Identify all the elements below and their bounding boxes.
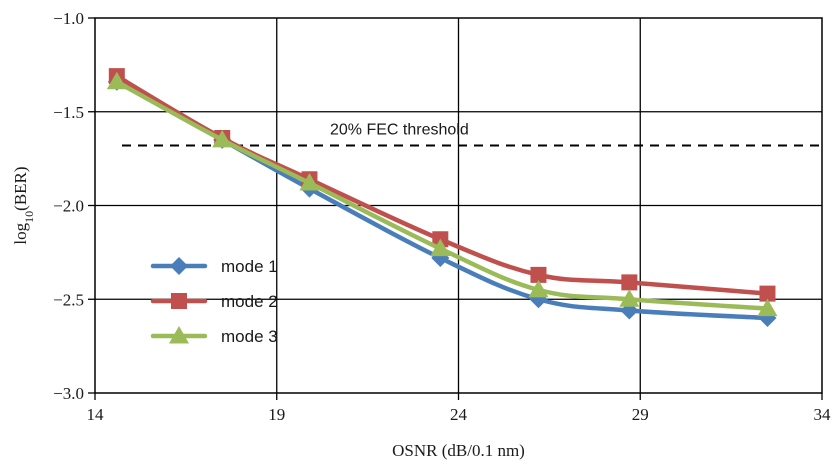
x-tick-label: 19: [268, 405, 285, 424]
data-point: [757, 298, 778, 317]
legend-item: mode 1: [150, 257, 278, 276]
x-ticks: 14 19 24 29 34: [87, 393, 831, 424]
series-mode-3: [106, 71, 778, 317]
data-point: [759, 285, 776, 302]
legend-swatch-marker: [169, 326, 189, 344]
data-point: [619, 289, 640, 307]
data-point: [106, 71, 127, 90]
legend-label: mode 2: [221, 292, 278, 311]
y-ticks: −1.0 −1.5 −2.0 −2.5 −3.0: [53, 9, 95, 403]
y-tick-label: −1.5: [53, 103, 84, 122]
legend-label: mode 3: [221, 327, 278, 346]
x-axis-label: OSNR (dB/0.1 nm): [392, 441, 525, 460]
data-point: [621, 274, 638, 291]
series-line: [114, 79, 770, 311]
legend-swatch-marker: [170, 257, 188, 275]
y-axis-label-suffix: (BER): [11, 166, 30, 210]
data-point: [430, 238, 451, 257]
y-tick-label: −2.5: [53, 290, 84, 309]
y-tick-label: −1.0: [53, 9, 84, 28]
legend-label: mode 1: [221, 257, 278, 276]
legend-swatch-marker: [171, 293, 187, 309]
data-point: [212, 129, 233, 148]
fec-threshold-label: 20% FEC threshold: [330, 122, 469, 139]
series-mode-2: [108, 68, 776, 302]
series-mode-1: [107, 72, 777, 327]
y-tick-label: −2.0: [53, 197, 84, 216]
x-tick-label: 24: [450, 405, 468, 424]
legend-item: mode 2: [150, 292, 278, 311]
legend-item: mode 3: [150, 326, 278, 346]
y-axis-label-subscript: 10: [22, 211, 36, 223]
legend: mode 1 mode 2 mode 3: [150, 257, 278, 346]
y-tick-label: −3.0: [53, 384, 84, 403]
data-point: [299, 173, 320, 191]
data-point: [528, 279, 549, 298]
y-axis-label-prefix: log: [11, 222, 30, 244]
grid: [95, 18, 822, 393]
y-axis-label: log10(BER): [11, 166, 36, 244]
x-tick-label: 14: [87, 405, 105, 424]
x-tick-label: 29: [632, 405, 649, 424]
data-point: [530, 266, 547, 283]
x-tick-label: 34: [814, 405, 831, 424]
series-layer: [106, 68, 778, 327]
series-line: [114, 79, 770, 321]
